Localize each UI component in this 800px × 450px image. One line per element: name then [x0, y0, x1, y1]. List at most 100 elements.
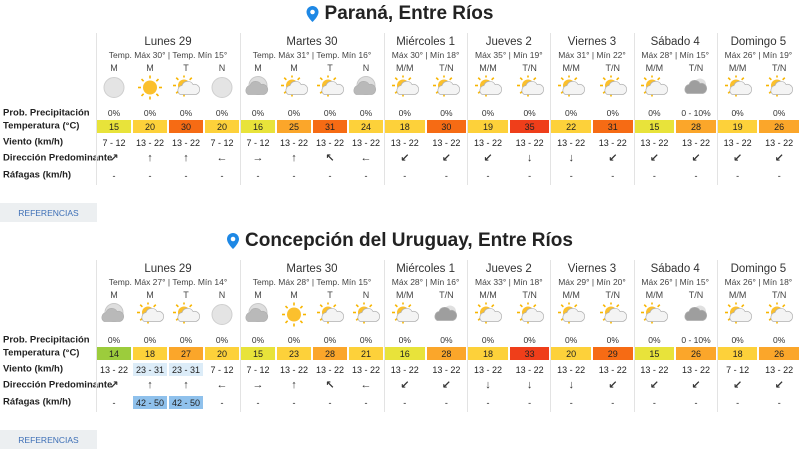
wind-direction: ←	[360, 379, 372, 391]
precipitation: 0%	[143, 108, 157, 118]
precipitation: 0%	[398, 108, 411, 118]
row-label: Viento (km/h)	[3, 363, 63, 375]
wind-cell: 13 - 22	[640, 137, 669, 148]
wind-cell: 7 - 12	[246, 137, 270, 148]
temperature-cell: 18	[385, 120, 425, 133]
weather-icon	[243, 76, 273, 105]
references-button[interactable]: REFERENCIAS	[0, 203, 97, 222]
day-name: Viernes 3	[567, 36, 617, 48]
day-summary: Temp. Máx 28° | Temp. Mín 15°	[253, 277, 371, 287]
temperature-cell: 15	[97, 120, 131, 133]
weather-icon	[243, 303, 273, 332]
location-name: Concepción del Uruguay, Entre Ríos	[245, 230, 573, 251]
wind-direction: ↙	[441, 379, 451, 392]
wind-direction: ↙	[732, 379, 743, 392]
gusts-cell: -	[777, 170, 781, 181]
precipitation: 0%	[731, 335, 744, 345]
temperature-cell: 24	[349, 120, 383, 133]
weather-icon	[764, 301, 794, 332]
precipitation: 0%	[287, 335, 301, 345]
wind-direction: ↙	[732, 152, 743, 165]
separator: |	[589, 277, 597, 287]
period: M/M	[396, 63, 414, 73]
wind-cell: 13 - 22	[351, 364, 381, 375]
max-temp: Temp. Máx 27°	[108, 277, 166, 287]
temperature-cell: 21	[349, 347, 383, 360]
wind-direction: ←	[360, 152, 372, 164]
gusts-cell: -	[292, 397, 296, 408]
temperature-cell: 25	[277, 120, 311, 133]
temperature-cell: 26	[676, 347, 716, 360]
max-temp: Máx 30°	[391, 50, 424, 60]
temperature-cell: 20	[205, 347, 239, 360]
period: M	[146, 290, 154, 300]
precipitation: 0%	[323, 108, 337, 118]
precipitation: 0 - 10%	[681, 335, 711, 345]
temperature-cell: 18	[468, 347, 508, 360]
wind-direction: ↙	[649, 152, 659, 165]
temperature-cell: 30	[169, 120, 203, 133]
weather-icon	[598, 74, 628, 105]
separator: |	[672, 277, 680, 287]
wind-cell: 13 - 22	[765, 137, 794, 148]
precipitation: 0%	[215, 335, 229, 345]
min-temp: Temp. Mín 15°	[172, 50, 228, 60]
day-name: Jueves 2	[485, 263, 532, 275]
period: M	[110, 63, 118, 73]
precipitation: 0%	[359, 108, 373, 118]
references-button[interactable]: REFERENCIAS	[0, 430, 97, 449]
gusts-cell: -	[736, 397, 740, 408]
day-summary: Máx 26° | Mín 15°	[641, 277, 709, 287]
min-temp: Mín 16°	[430, 277, 460, 287]
day-name: Miércoles 1	[396, 263, 455, 275]
wind-direction: ↙	[400, 152, 410, 165]
precipitation: 0%	[648, 335, 661, 345]
temperature-cell: 35	[509, 120, 550, 133]
temperature-cell: 16	[241, 120, 275, 133]
wind-cell: 13 - 22	[681, 137, 710, 148]
weather-icon	[556, 301, 586, 332]
wind-cell: 13 - 22	[279, 137, 309, 148]
day-name: Domingo 5	[730, 36, 787, 48]
gusts-cell: -	[444, 397, 448, 408]
gusts-cell: -	[444, 170, 448, 181]
wind-direction: ↑	[147, 379, 153, 391]
max-temp: Máx 26°	[724, 50, 756, 60]
wind-direction: ↓	[526, 152, 533, 164]
wind-direction: ↙	[441, 152, 451, 165]
period: M	[110, 290, 118, 300]
gusts-cell: -	[652, 397, 656, 408]
wind-cell: 13 - 22	[723, 137, 752, 148]
precipitation: 0%	[773, 108, 786, 118]
weather-icon	[315, 74, 345, 105]
period: T/N	[522, 290, 537, 300]
wind-cell: 23 - 31	[133, 363, 167, 376]
wind-cell: 13 - 22	[515, 364, 544, 375]
wind-direction: ↑	[291, 152, 297, 164]
min-temp: Mín 18°	[513, 277, 543, 287]
precipitation: 0%	[523, 335, 536, 345]
weather-icon	[764, 74, 794, 105]
separator: |	[672, 50, 680, 60]
period: N	[362, 63, 370, 73]
weather-icon	[515, 301, 545, 332]
gusts-cell: -	[403, 397, 407, 408]
period: M/M	[645, 63, 664, 73]
temperature-cell: 28	[313, 347, 347, 360]
weather-icon	[279, 74, 309, 105]
period: M/M	[396, 290, 414, 300]
separator: |	[309, 50, 317, 60]
gusts-cell: -	[486, 170, 490, 181]
wind-direction: ↑	[183, 152, 189, 164]
wind-cell: 13 - 22	[135, 137, 165, 148]
day-divider	[384, 33, 385, 185]
wind-direction: ↗	[109, 379, 119, 392]
period: T/N	[605, 63, 621, 73]
precipitation: 0%	[287, 108, 301, 118]
gusts-cell: -	[611, 170, 615, 181]
day-divider	[633, 33, 635, 185]
separator: |	[309, 277, 317, 287]
period: M/M	[562, 290, 580, 300]
min-temp: Mín 19°	[762, 50, 793, 60]
